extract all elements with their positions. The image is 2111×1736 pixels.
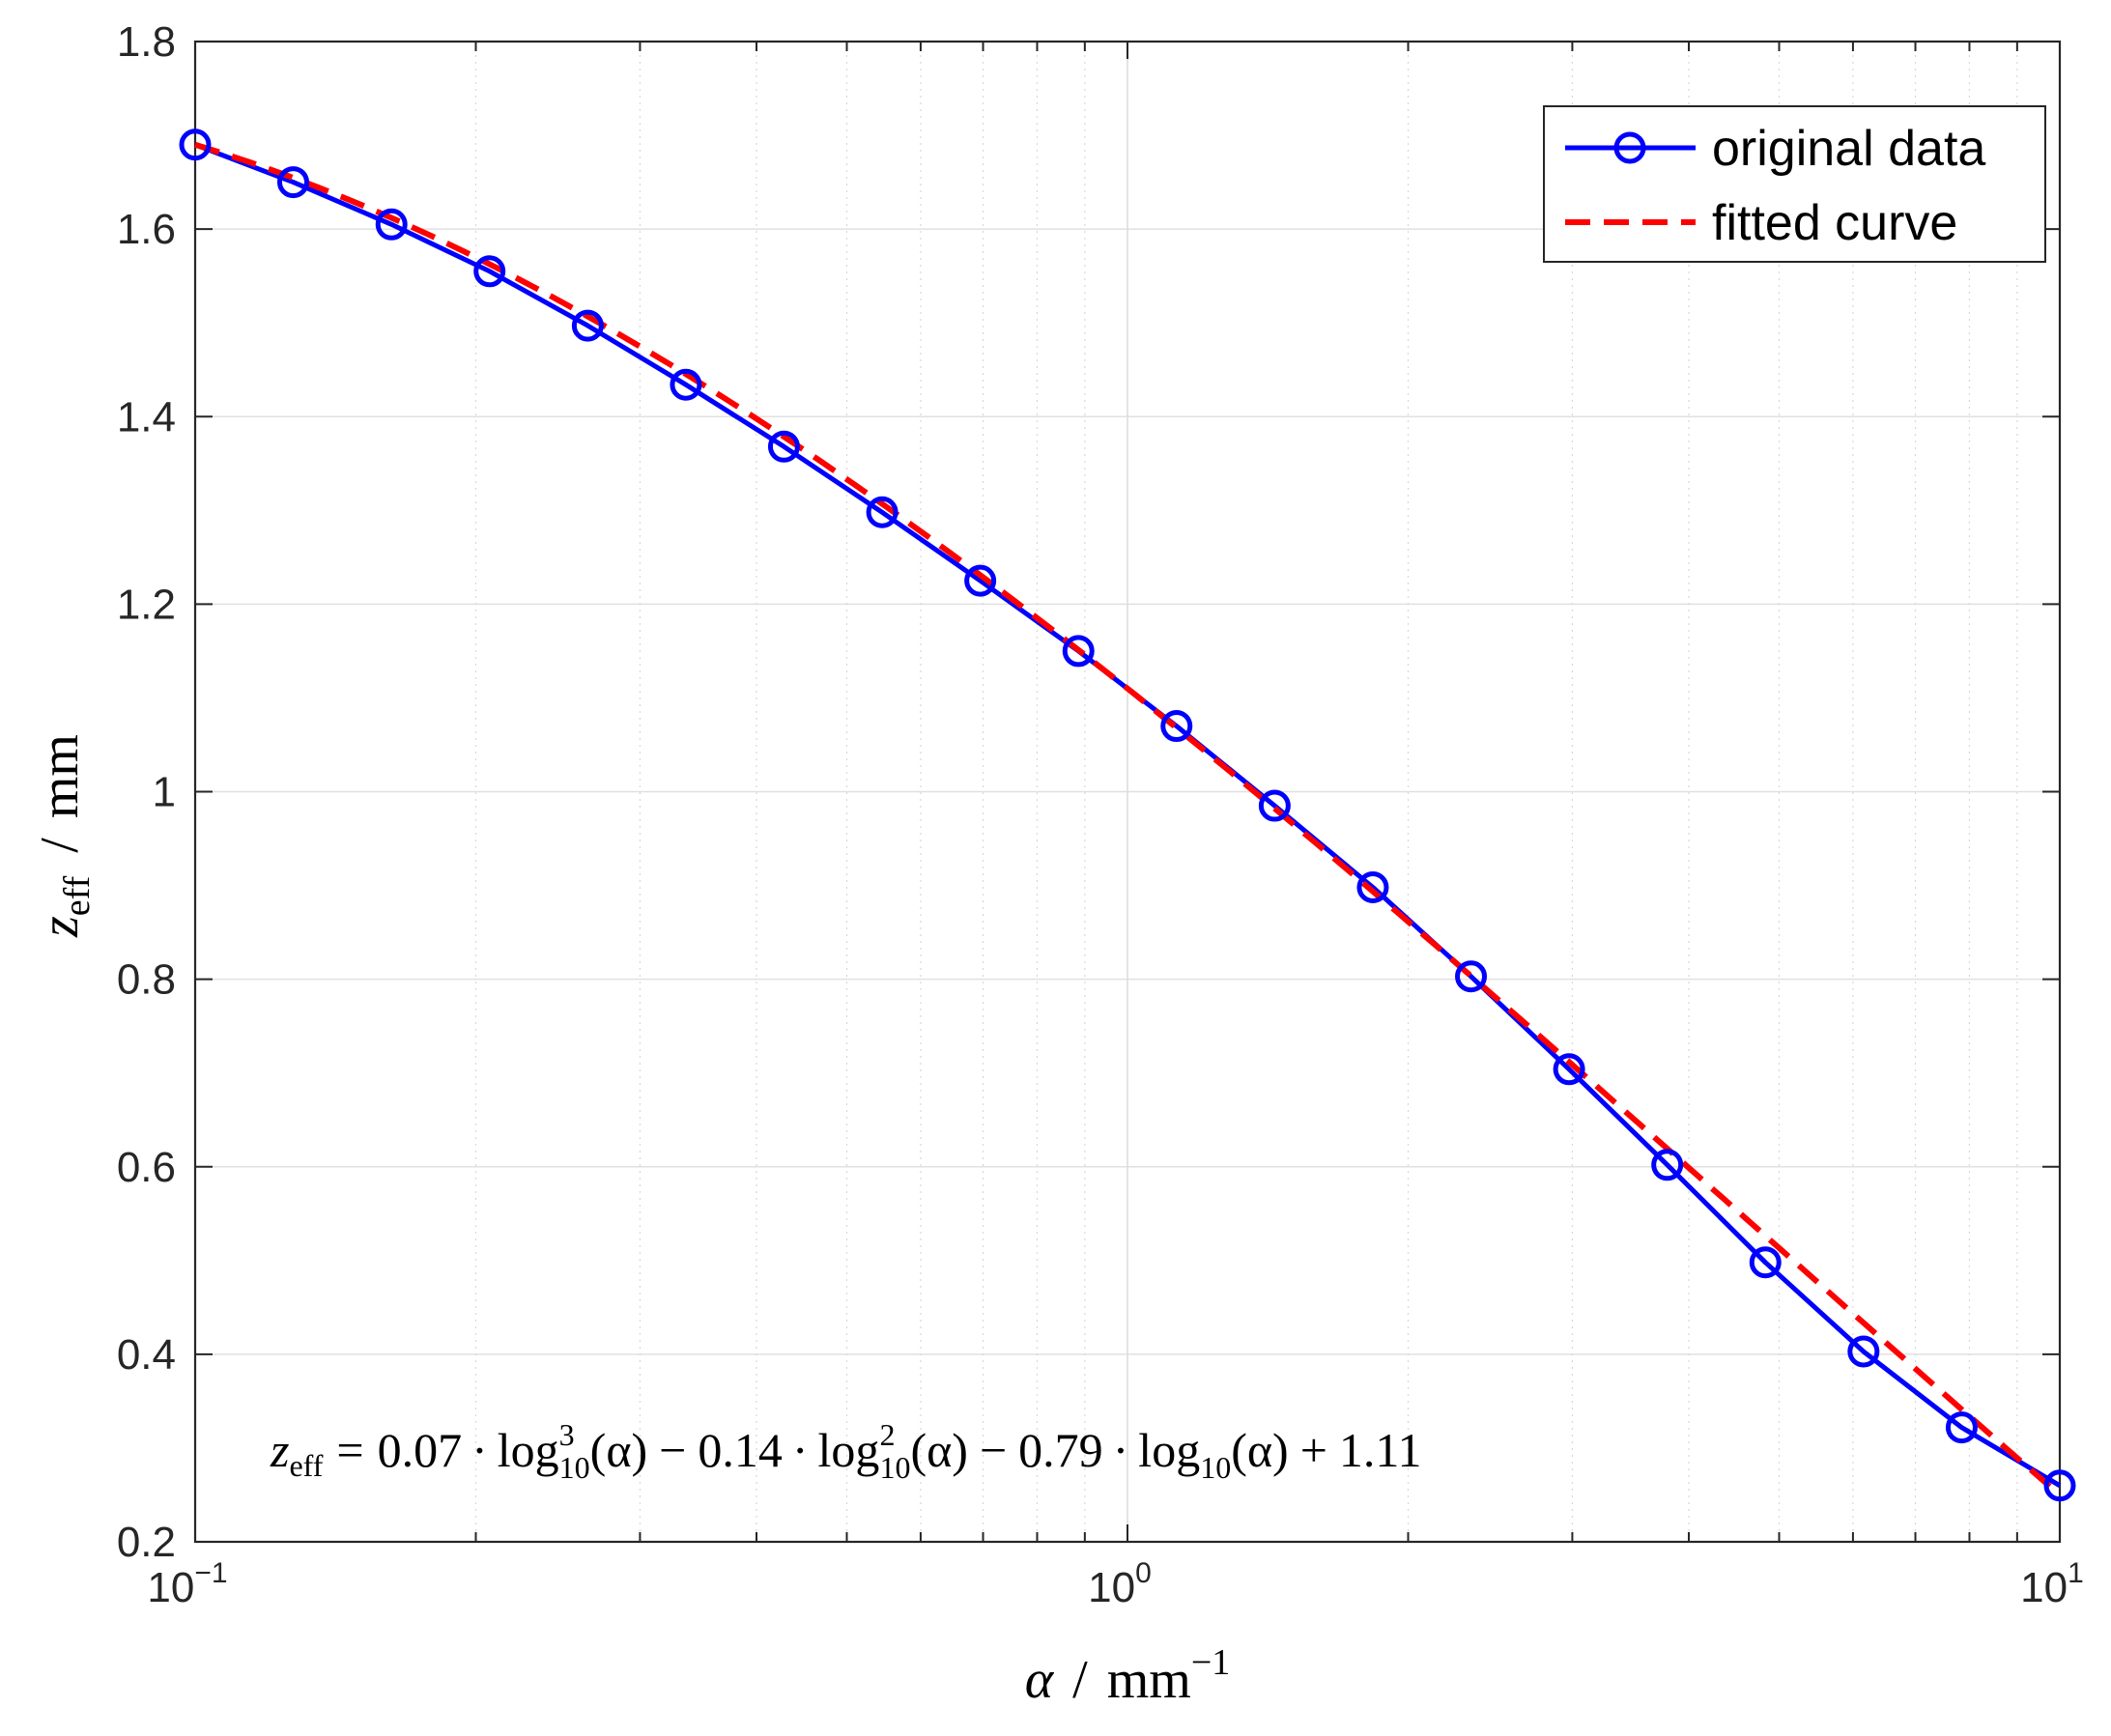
data-point	[1455, 960, 1488, 993]
data-point	[767, 430, 800, 463]
x-axis-unit-exp: −1	[1191, 1642, 1230, 1683]
eq-lhs: z	[270, 1423, 289, 1477]
eq-c2: 0.14	[698, 1423, 783, 1477]
eq-log-sub-3: 10	[1200, 1450, 1231, 1485]
data-point	[964, 564, 997, 597]
eq-c1: 0.79	[1018, 1423, 1103, 1477]
eq-dot-2: ·	[792, 1423, 809, 1477]
eq-log-1: log	[498, 1423, 559, 1477]
eq-pow3: 3	[559, 1417, 575, 1452]
eq-c0: 1.11	[1339, 1423, 1422, 1477]
x-tick-label: 10−1	[147, 1557, 227, 1611]
y-tick-label: 1.6	[117, 206, 176, 253]
y-axis-unit: mm	[30, 734, 90, 818]
axes-box	[193, 40, 2062, 1544]
eq-log-3: log	[1138, 1423, 1200, 1477]
tick-labels: 0.20.40.60.811.21.41.61.810−1 100 101	[117, 18, 2084, 1611]
data-point	[571, 309, 604, 342]
legend-label-original: original data	[1712, 121, 1985, 177]
eq-log-2: log	[818, 1423, 880, 1477]
data-point	[1847, 1335, 1880, 1368]
data-point	[1160, 710, 1193, 743]
eq-pow2: 2	[879, 1417, 895, 1452]
x-axis-symbol: α	[1025, 1650, 1055, 1710]
data-point	[1062, 635, 1095, 668]
data-point	[276, 166, 309, 199]
y-axis-label: zeff / mm	[30, 734, 98, 938]
y-tick-label: 0.4	[117, 1331, 176, 1379]
y-tick-label: 0.2	[117, 1519, 176, 1566]
y-tick-label: 1	[153, 769, 176, 816]
y-tick-label: 1.8	[117, 18, 176, 66]
eq-plus: +	[1300, 1423, 1327, 1477]
eq-arg-2: (α)	[910, 1423, 968, 1477]
data-point	[179, 128, 212, 161]
eq-equals: =	[336, 1423, 363, 1477]
x-axis-unit: mm	[1107, 1650, 1191, 1710]
data-point	[375, 208, 408, 241]
eq-dot-1: ·	[471, 1423, 488, 1477]
y-axis-sub: eff	[57, 875, 98, 916]
data-point	[1945, 1411, 1978, 1444]
series-fitted-line	[194, 141, 2062, 1497]
legend: original data fitted curve	[1543, 105, 2046, 263]
eq-minus-1: −	[659, 1423, 686, 1477]
y-axis-symbol: z	[30, 916, 90, 938]
x-tick-base: 10	[1088, 1564, 1135, 1611]
y-tick-label: 0.8	[117, 956, 176, 1004]
eq-c3: 0.07	[378, 1423, 463, 1477]
data-point	[1258, 789, 1291, 822]
eq-log-sub-2: 10	[879, 1450, 910, 1485]
y-tick-label: 1.4	[117, 393, 176, 441]
series	[179, 128, 2076, 1502]
data-point	[2043, 1469, 2076, 1502]
x-tick-exp: −1	[194, 1557, 227, 1589]
data-point	[473, 255, 506, 288]
x-tick-label: 101	[2020, 1557, 2084, 1611]
x-tick-base: 10	[2020, 1564, 2068, 1611]
x-tick-exp: 0	[1135, 1557, 1152, 1589]
eq-minus-2: −	[980, 1423, 1007, 1477]
y-axis-sep: /	[30, 838, 90, 853]
data-point	[670, 368, 702, 401]
data-point	[1553, 1053, 1585, 1086]
y-tick-label: 1.2	[117, 581, 176, 628]
eq-lhs-sub: eff	[289, 1448, 323, 1483]
equation-annotation: zeff = 0.07 · log3 10(α) −0.14 · log2 10(α) −0.79 ·…	[270, 1417, 1422, 1485]
eq-arg-3: (α)	[1231, 1423, 1289, 1477]
eq-arg-1: (α)	[590, 1423, 648, 1477]
x-tick-label: 100	[1088, 1557, 1152, 1611]
eq-log-sub-1: 10	[559, 1450, 590, 1485]
x-tick-exp: 1	[2068, 1557, 2084, 1589]
x-axis-sep: /	[1072, 1650, 1088, 1710]
legend-label-fitted: fitted curve	[1712, 195, 1957, 251]
axes	[193, 40, 2062, 1544]
data-point	[1356, 871, 1389, 904]
data-point	[1651, 1149, 1684, 1181]
data-point	[866, 496, 899, 528]
legend-marker-original	[1613, 131, 1646, 164]
y-tick-label: 0.6	[117, 1144, 176, 1191]
x-tick-base: 10	[147, 1564, 194, 1611]
eq-dot-3: ·	[1113, 1423, 1129, 1477]
data-point	[1749, 1246, 1782, 1279]
x-axis-label: α / mm−1	[1025, 1642, 1231, 1710]
